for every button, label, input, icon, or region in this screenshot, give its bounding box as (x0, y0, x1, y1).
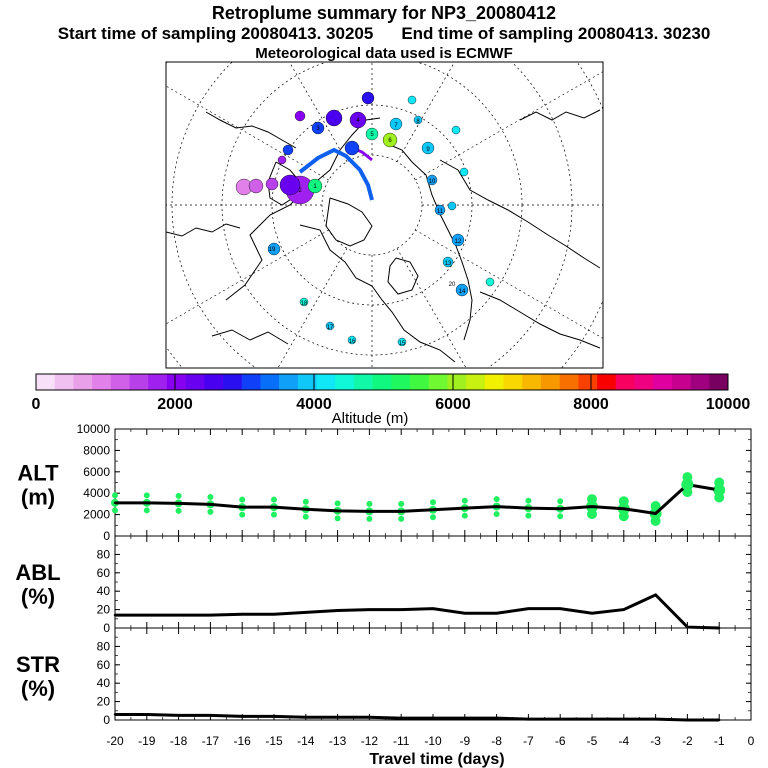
plume-cluster-marker (347, 335, 357, 345)
plume-cluster-marker (307, 178, 323, 194)
coastline (479, 291, 601, 349)
plume-cluster-marker (389, 117, 403, 131)
plume-cluster-marker (434, 204, 446, 216)
map-day-label: 9 (426, 147, 430, 153)
plume-cluster-marker (455, 283, 469, 297)
plume-cluster-marker (365, 127, 379, 141)
plume-cluster-marker (325, 321, 335, 331)
plume-cluster-marker (299, 297, 309, 307)
plume-cluster-marker (282, 144, 294, 156)
map-day-label: 15 (399, 341, 406, 347)
plume-cluster-marker (459, 167, 469, 177)
sampling-times: Start time of sampling 20080413. 30205 En… (0, 24, 768, 44)
plume-cluster-marker (265, 177, 279, 191)
map-day-label: 14 (459, 289, 466, 295)
map-day-label: 6 (388, 138, 392, 144)
coastline (389, 144, 473, 341)
map-day-label: 13 (445, 261, 452, 267)
plume-cluster-marker (451, 125, 461, 135)
meridian-line (166, 85, 329, 181)
plume-cluster-marker (311, 121, 325, 135)
meridian-line (415, 229, 603, 339)
plume-cluster-marker (361, 91, 375, 105)
map-day-label: 11 (437, 209, 444, 215)
plume-cluster-marker (397, 337, 407, 347)
plume-cluster-marker (344, 140, 360, 156)
plume-cluster-marker (421, 141, 435, 155)
map-frame (165, 61, 604, 369)
map-day-label: 16 (349, 339, 356, 345)
meridian-line (166, 229, 329, 325)
plume-cluster-marker (279, 174, 301, 196)
chart-title: Retroplume summary for NP3_20080412 (211, 3, 557, 23)
map-day-label: 7 (394, 123, 398, 129)
map-day-label: 3 (316, 126, 320, 132)
end-time-label: End time of sampling 20080413. 30230 (401, 24, 711, 43)
coastline (166, 223, 241, 237)
map-day-label: 18 (301, 301, 308, 307)
map-day-label: 20 (449, 282, 456, 288)
coastline (519, 109, 601, 121)
coastline (211, 329, 289, 345)
plume-cluster-marker (277, 155, 287, 165)
plume-cluster-marker (325, 109, 343, 127)
plume-trajectory (298, 147, 374, 201)
plume-cluster-marker (426, 174, 438, 186)
map-day-label: 12 (455, 239, 462, 245)
coastline (439, 159, 601, 269)
coastline (387, 257, 419, 295)
coastline (325, 197, 373, 247)
map-day-label: 1 (313, 184, 317, 190)
met-data-label: Meteorological data used is ECMWF (255, 45, 513, 62)
map-day-label: 19 (269, 247, 276, 253)
map-day-label: 4 (356, 118, 360, 124)
plume-cluster-marker (349, 111, 367, 129)
plume-cluster-marker (442, 256, 454, 268)
coastline (205, 111, 297, 149)
plume-cluster-marker (413, 115, 423, 125)
plume-cluster-marker (407, 95, 417, 105)
coastline (299, 224, 456, 363)
map-day-label: 17 (327, 325, 334, 331)
start-time-label: Start time of sampling 20080413. 30205 (57, 24, 374, 43)
map-day-label: 10 (429, 179, 436, 185)
plume-cluster-marker (451, 233, 465, 247)
plume-cluster-marker (267, 242, 281, 256)
plume-cluster-marker (248, 178, 264, 194)
plume-cluster-marker (447, 201, 457, 211)
plume-cluster-marker (485, 277, 495, 287)
meridian-line (415, 71, 603, 181)
plume-cluster-marker (382, 132, 398, 148)
plume-cluster-marker (294, 110, 306, 122)
map-day-label: 8 (416, 119, 420, 125)
map-day-label: 2 (298, 188, 302, 194)
map-day-label: 5 (370, 132, 374, 138)
